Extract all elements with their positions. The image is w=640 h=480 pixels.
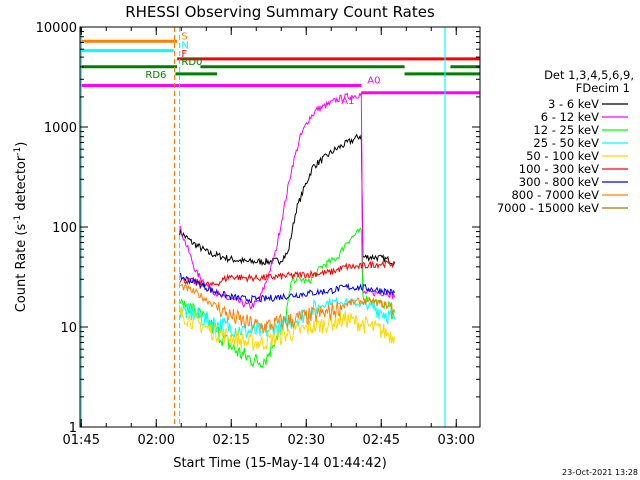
series-line-1 <box>179 92 396 310</box>
series-line-0 <box>179 133 396 267</box>
series-line-6 <box>179 272 396 304</box>
flag-label-rd0: RD0 <box>181 57 202 68</box>
legend-label-3: 25 - 50 keV <box>533 136 599 150</box>
flag-label-f: F <box>181 49 187 60</box>
series-line-7 <box>179 283 395 335</box>
flag-label-rd6: RD6 <box>145 70 166 81</box>
legend-label-7: 800 - 7000 keV <box>511 188 599 202</box>
flag-label-a1: A1 <box>341 96 354 107</box>
legend-header-fdecim: FDecim 1 <box>576 81 630 95</box>
legend-label-0: 3 - 6 keV <box>548 97 599 111</box>
legend-label-2: 12 - 25 keV <box>533 123 599 137</box>
y-axis-title: Count Rate (s-1 detector-1) <box>13 142 29 313</box>
chart-title: RHESSI Observing Summary Count Rates <box>125 3 435 21</box>
series-line-4 <box>179 306 396 351</box>
count-rate-series <box>179 92 396 369</box>
y-axis-title-mid: detector <box>14 155 29 215</box>
legend-label-6: 300 - 800 keV <box>519 175 599 189</box>
x-tick-label-2: 02:15 <box>213 433 250 448</box>
x-tick-label-1: 02:00 <box>138 433 175 448</box>
flag-label-s: S <box>181 31 187 42</box>
footer-timestamp: 23-Oct-2021 13:28 <box>562 468 638 477</box>
y-tick-label-0: 1 <box>69 421 77 436</box>
x-tick-label-4: 02:45 <box>363 433 400 448</box>
legend-label-4: 50 - 100 keV <box>526 149 599 163</box>
legend-header-detectors: Det 1,3,4,5,6,9, <box>544 68 634 82</box>
y-tick-label-3: 1000 <box>44 121 77 136</box>
y-tick-label-2: 100 <box>52 221 77 236</box>
x-axis-title: Start Time (15-May-14 01:44:42) <box>173 456 387 471</box>
flag-label-n: N <box>181 41 188 52</box>
y-tick-label-4: 10000 <box>36 21 77 36</box>
axes: 01:45 02:00 02:15 02:30 02:45 03:00 1 10 100 1000… <box>36 21 480 448</box>
x-tick-label-3: 02:30 <box>288 433 325 448</box>
legend-label-5: 100 - 300 keV <box>519 162 599 176</box>
y-axis-title-end: ) <box>14 142 29 147</box>
x-tick-label-0: 01:45 <box>63 433 100 448</box>
x-tick-label-5: 03:00 <box>438 433 475 448</box>
y-axis-title-main: Count Rate (s <box>14 224 29 313</box>
legend-label-1: 6 - 12 keV <box>541 110 599 124</box>
y-tick-label-1: 10 <box>60 321 77 336</box>
flag-label-a0: A0 <box>367 76 380 87</box>
series-line-5 <box>179 259 396 288</box>
y-axis-title-sup2: -1 <box>13 147 23 156</box>
y-axis-title-sup1: -1 <box>13 215 23 224</box>
legend-label-8: 7000 - 15000 keV <box>497 201 599 215</box>
